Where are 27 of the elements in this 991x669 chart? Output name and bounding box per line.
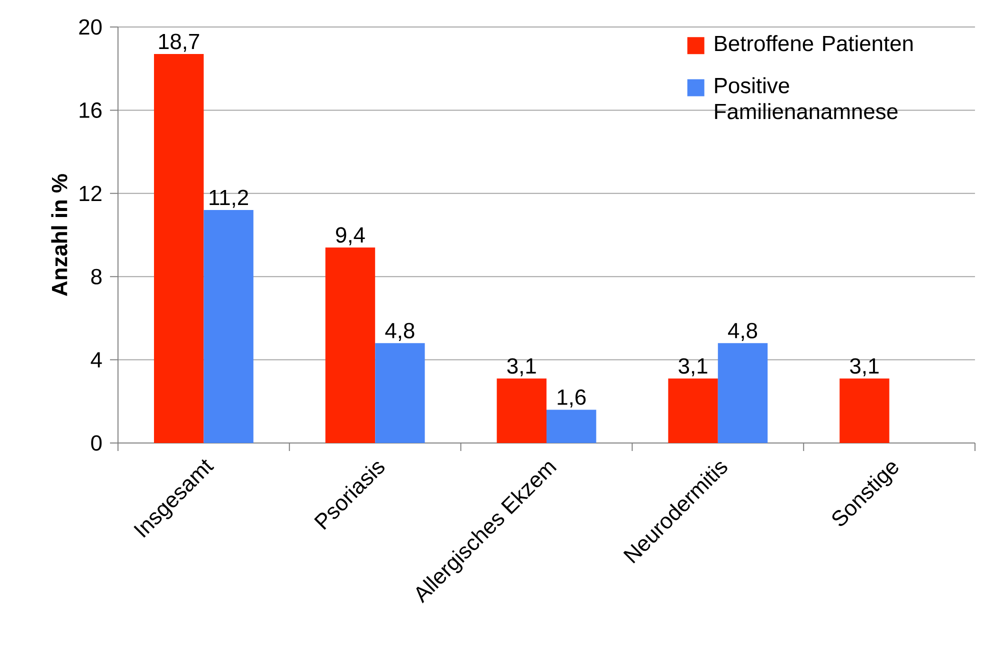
bar <box>546 410 596 443</box>
bar <box>325 247 376 443</box>
data-label: 11,2 <box>210 190 248 208</box>
y-tick-label: 12 <box>80 186 102 202</box>
data-label: 1,6 <box>558 389 586 408</box>
data-label: 3,1 <box>507 358 536 376</box>
bar <box>668 378 718 443</box>
bar <box>496 378 546 443</box>
data-label: 3,1 <box>678 358 708 376</box>
y-tick-label: 8 <box>91 268 102 284</box>
data-label: 3,1 <box>850 358 879 376</box>
y-tick-label: 0 <box>91 435 102 451</box>
y-tick-label: 4 <box>90 352 102 368</box>
legend-label: Betroffene Patienten <box>715 35 913 52</box>
bar <box>718 343 768 443</box>
y-axis-title: Anzahl in % <box>51 174 68 296</box>
bar <box>154 54 204 443</box>
data-label: 4,8 <box>385 322 414 341</box>
y-tick-label: 20 <box>79 19 102 35</box>
legend-label: Positive Familienanamnese <box>715 77 898 120</box>
data-label: 9,4 <box>336 227 365 246</box>
bar <box>840 378 890 443</box>
data-label: 18,7 <box>159 34 200 52</box>
bar <box>204 210 254 443</box>
bar <box>375 343 425 443</box>
y-tick-label: 16 <box>80 102 102 118</box>
data-label: 4,8 <box>728 322 758 341</box>
